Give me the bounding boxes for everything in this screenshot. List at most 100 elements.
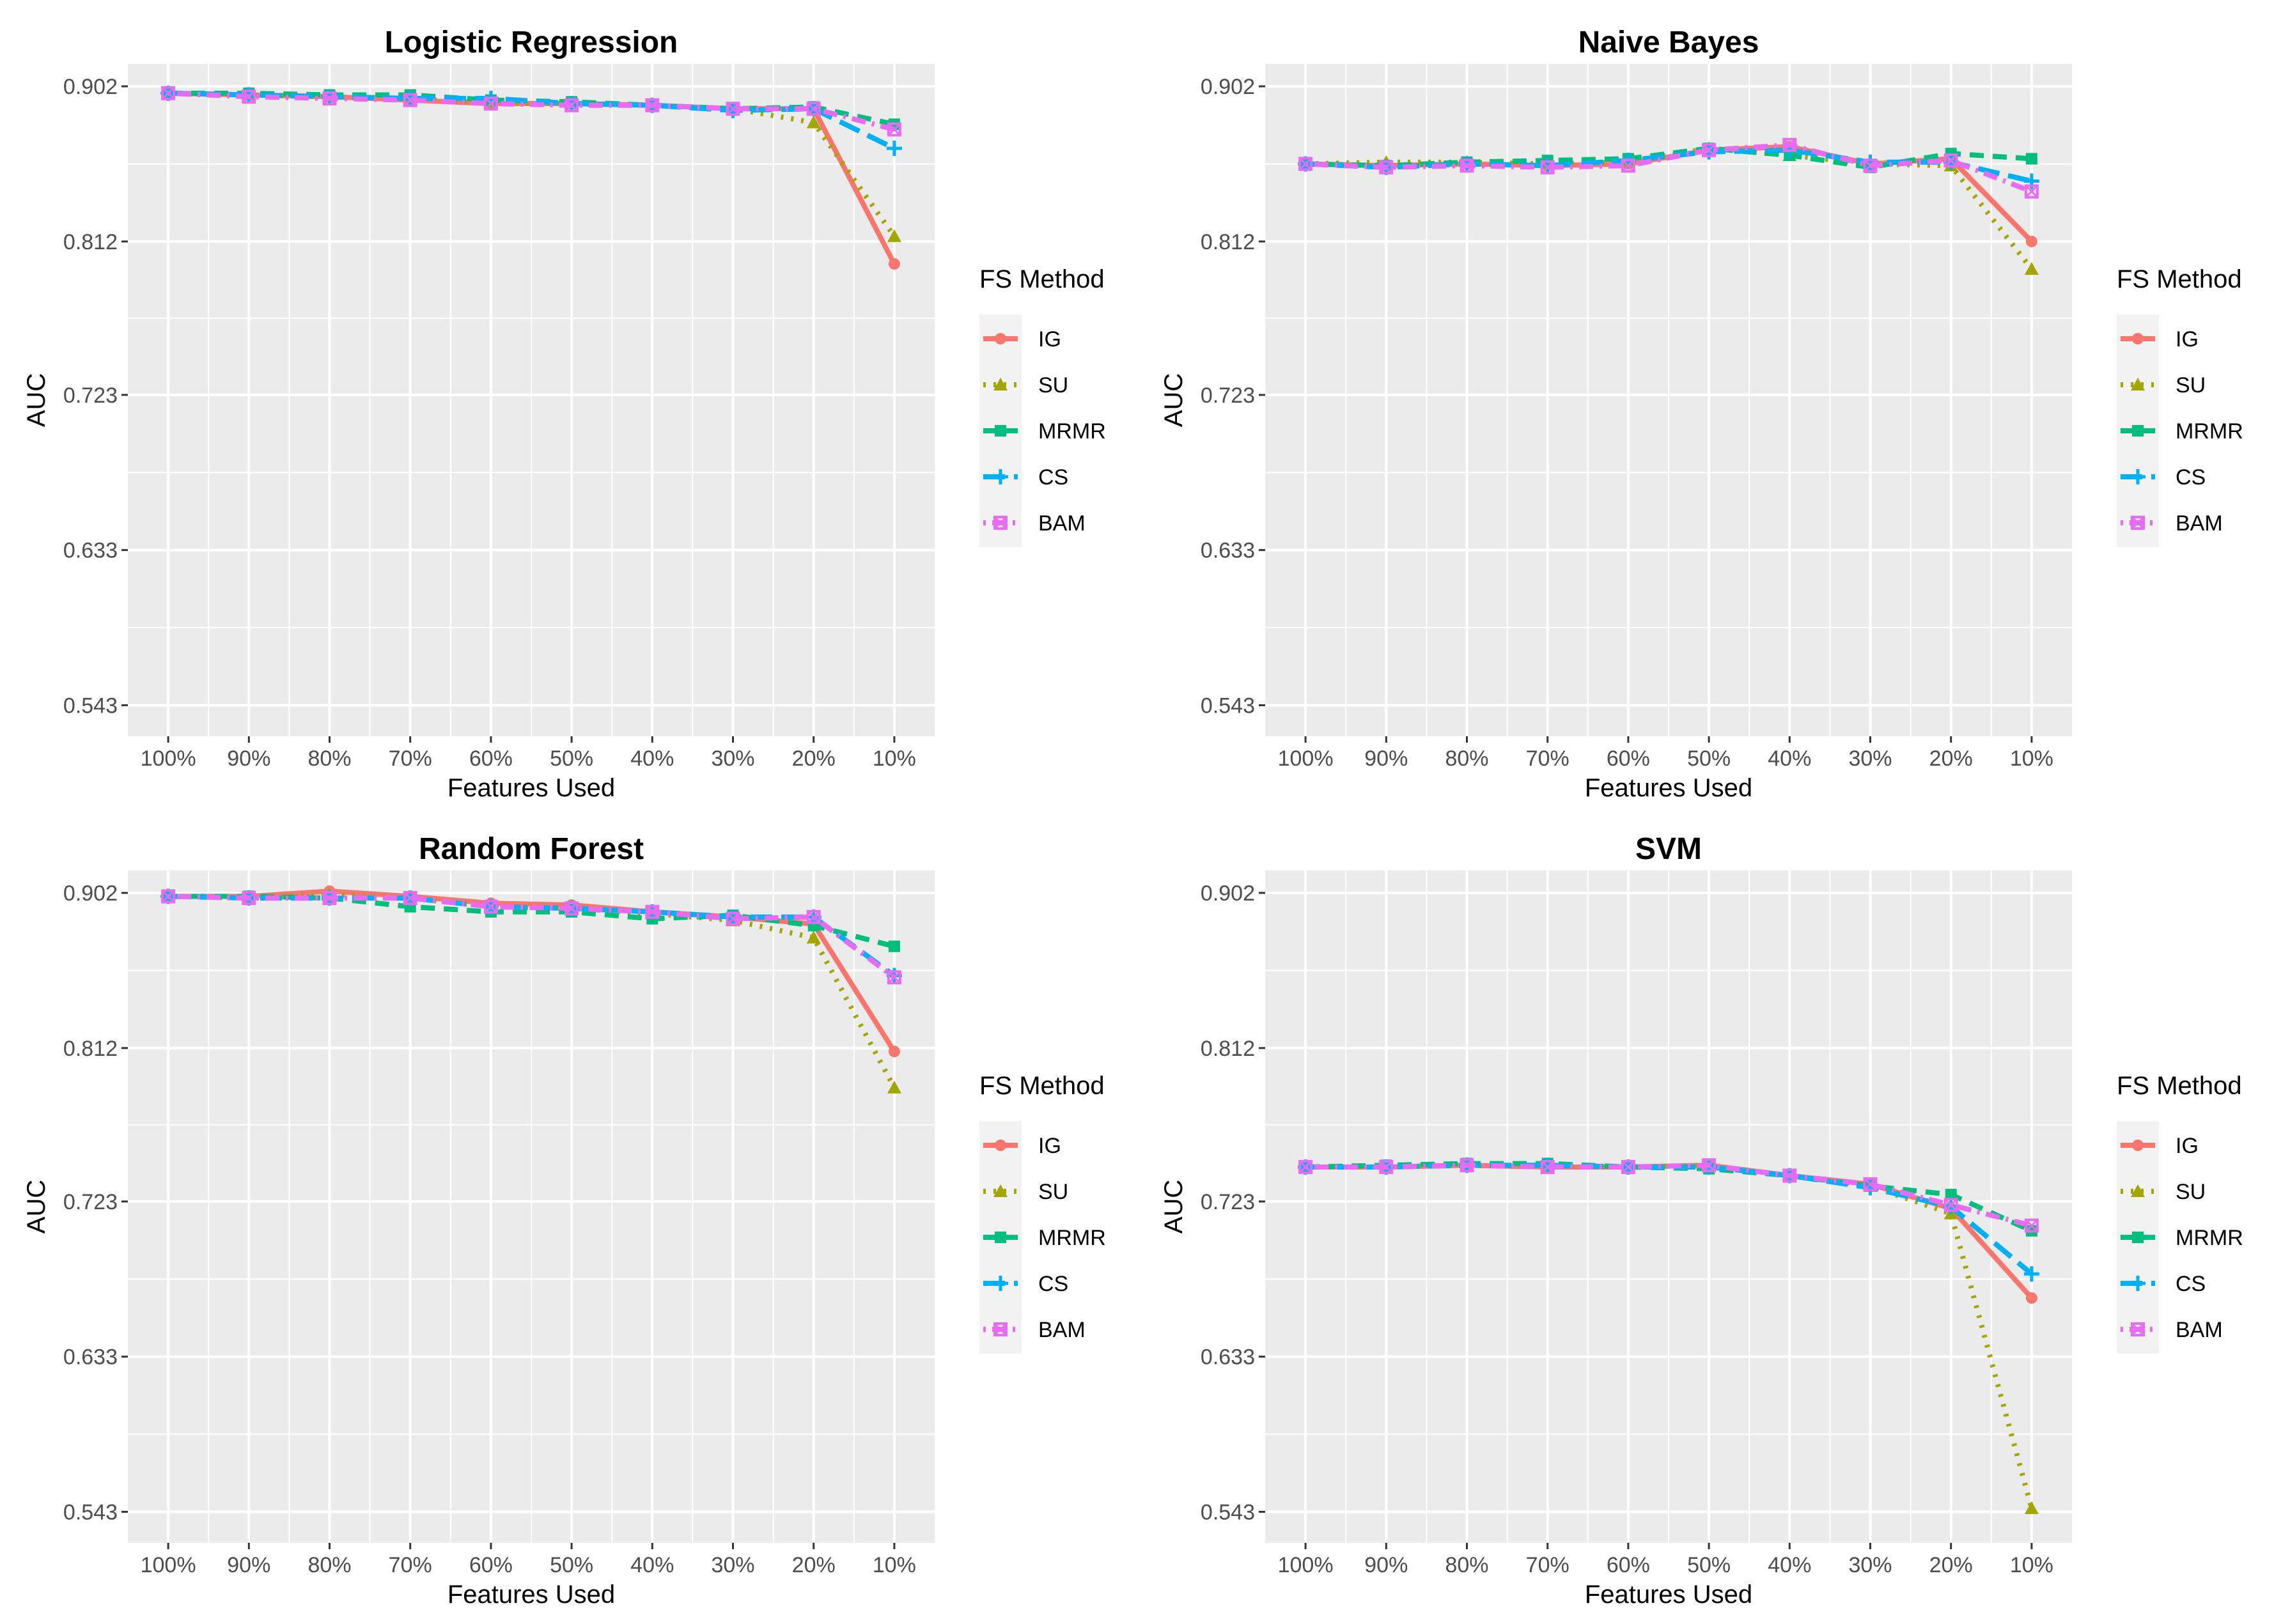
legend-item-label: MRMR <box>1038 419 1106 444</box>
x-tick-label: 80% <box>308 1553 351 1577</box>
chart-title: Naive Bayes <box>1578 26 1759 59</box>
x-axis-label: Features Used <box>1585 1581 1752 1609</box>
chart-panel-naive-bayes: 0.543 0.633 0.723 0.812 0.902 100% 90% 80% 70% 60… <box>1137 0 2274 812</box>
data-point <box>1298 1159 1313 1174</box>
x-tick-label: 70% <box>389 746 432 771</box>
legend-swatch-marker <box>993 378 1008 391</box>
y-tick-label: 0.902 <box>1201 881 1255 906</box>
y-tick-label: 0.812 <box>63 230 118 254</box>
data-point <box>1782 1168 1797 1183</box>
legend-swatch-marker <box>2132 1140 2144 1151</box>
legend-item-su: SU <box>983 1180 1068 1204</box>
legend-swatch-marker <box>993 1276 1008 1291</box>
legend-swatch-marker <box>995 333 1006 344</box>
data-point <box>887 122 901 137</box>
legend-swatch-marker <box>2131 516 2145 530</box>
x-tick-label: 60% <box>1607 1553 1650 1577</box>
legend-item-label: SU <box>1038 373 1068 398</box>
legend-title: FS Method <box>2117 265 2242 293</box>
x-tick-label: 30% <box>1848 1553 1892 1577</box>
data-point <box>2024 261 2039 275</box>
chart-title: Random Forest <box>419 832 644 866</box>
legend-item-bam: BAM <box>983 1318 1086 1342</box>
x-tick-label: 30% <box>1848 746 1892 771</box>
data-point <box>1540 1159 1555 1174</box>
legend-item-label: SU <box>1038 1180 1068 1204</box>
legend-swatch-marker <box>995 1232 1006 1243</box>
legend-item-label: IG <box>2176 1134 2199 1158</box>
legend-item-su: SU <box>2121 1180 2206 1204</box>
legend-item-cs: CS <box>983 1272 1068 1296</box>
data-point <box>2024 184 2039 199</box>
y-tick-label: 0.723 <box>1201 1190 1255 1214</box>
y-tick-label: 0.633 <box>63 539 118 563</box>
series-line <box>168 893 896 980</box>
data-point <box>1702 1158 1717 1173</box>
y-tick-label: 0.902 <box>63 75 118 99</box>
data-point <box>1863 1177 1878 1191</box>
x-tick-label: 10% <box>873 1553 916 1577</box>
x-tick-label: 30% <box>711 1553 754 1577</box>
data-point <box>2025 153 2037 165</box>
x-tick-label: 50% <box>1687 746 1731 771</box>
legend-swatch-marker <box>995 425 1006 437</box>
x-tick-label: 90% <box>1364 1553 1408 1577</box>
legend-swatch-marker <box>2131 378 2145 391</box>
data-point <box>565 901 579 916</box>
y-tick-label: 0.543 <box>63 693 118 718</box>
data-point <box>806 931 821 944</box>
data-point <box>645 904 660 919</box>
data-point <box>888 258 900 270</box>
legend-item-cs: CS <box>983 465 1068 490</box>
legend-title: FS Method <box>979 265 1105 293</box>
data-point <box>483 899 498 914</box>
data-point <box>645 98 660 112</box>
data-point <box>887 1080 901 1094</box>
data-point <box>806 102 821 116</box>
y-tick-label: 0.723 <box>63 1190 118 1214</box>
data-point <box>1621 1159 1635 1174</box>
data-point <box>1863 159 1878 173</box>
series-line <box>167 90 895 132</box>
x-tick-label: 100% <box>141 1553 196 1577</box>
data-point <box>1540 160 1555 174</box>
legend-title: FS Method <box>2117 1072 2242 1100</box>
x-tick-label: 10% <box>873 746 916 771</box>
data-point <box>1782 137 1797 152</box>
x-tick-label: 100% <box>1278 1553 1334 1577</box>
x-tick-label: 20% <box>792 746 836 771</box>
chart-panel-random-forest: 0.543 0.633 0.723 0.812 0.902 100% 90% 80% 70% 60… <box>0 807 1137 1618</box>
y-tick-label: 0.902 <box>1201 75 1255 99</box>
chart-title: Logistic Regression <box>385 26 678 59</box>
x-tick-label: 90% <box>1364 746 1408 771</box>
legend-swatch-marker <box>2130 1276 2146 1291</box>
legend-swatch-marker <box>993 469 1008 484</box>
x-axis-label: Features Used <box>448 1581 615 1609</box>
y-tick-label: 0.543 <box>63 1500 118 1524</box>
legend-item-label: CS <box>2176 1272 2206 1296</box>
legend-item-label: CS <box>1038 465 1068 490</box>
x-axis-label: Features Used <box>1585 774 1752 802</box>
y-tick-label: 0.633 <box>63 1345 118 1370</box>
series-line <box>1305 142 2033 194</box>
legend-item-label: CS <box>2176 465 2206 490</box>
legend-item-mrmr: MRMR <box>2121 419 2243 444</box>
data-point <box>1943 153 1958 168</box>
y-tick-label: 0.633 <box>1201 1345 1255 1370</box>
legend-item-label: IG <box>1038 1134 1061 1158</box>
legend-item-cs: CS <box>2121 1272 2206 1296</box>
y-tick-label: 0.543 <box>1201 693 1255 718</box>
x-tick-label: 60% <box>1607 746 1650 771</box>
x-tick-label: 80% <box>308 746 351 771</box>
legend-item-ig: IG <box>2121 327 2199 352</box>
x-tick-label: 80% <box>1445 746 1488 771</box>
data-point <box>806 909 821 924</box>
y-tick-label: 0.812 <box>1201 230 1255 254</box>
data-point <box>161 86 176 100</box>
data-point <box>1621 159 1635 173</box>
y-tick-label: 0.633 <box>1201 539 1255 563</box>
x-tick-label: 10% <box>2010 746 2053 771</box>
series-line <box>1305 1161 2033 1233</box>
x-tick-label: 60% <box>469 1553 513 1577</box>
legend-swatch-marker <box>2131 1322 2145 1336</box>
